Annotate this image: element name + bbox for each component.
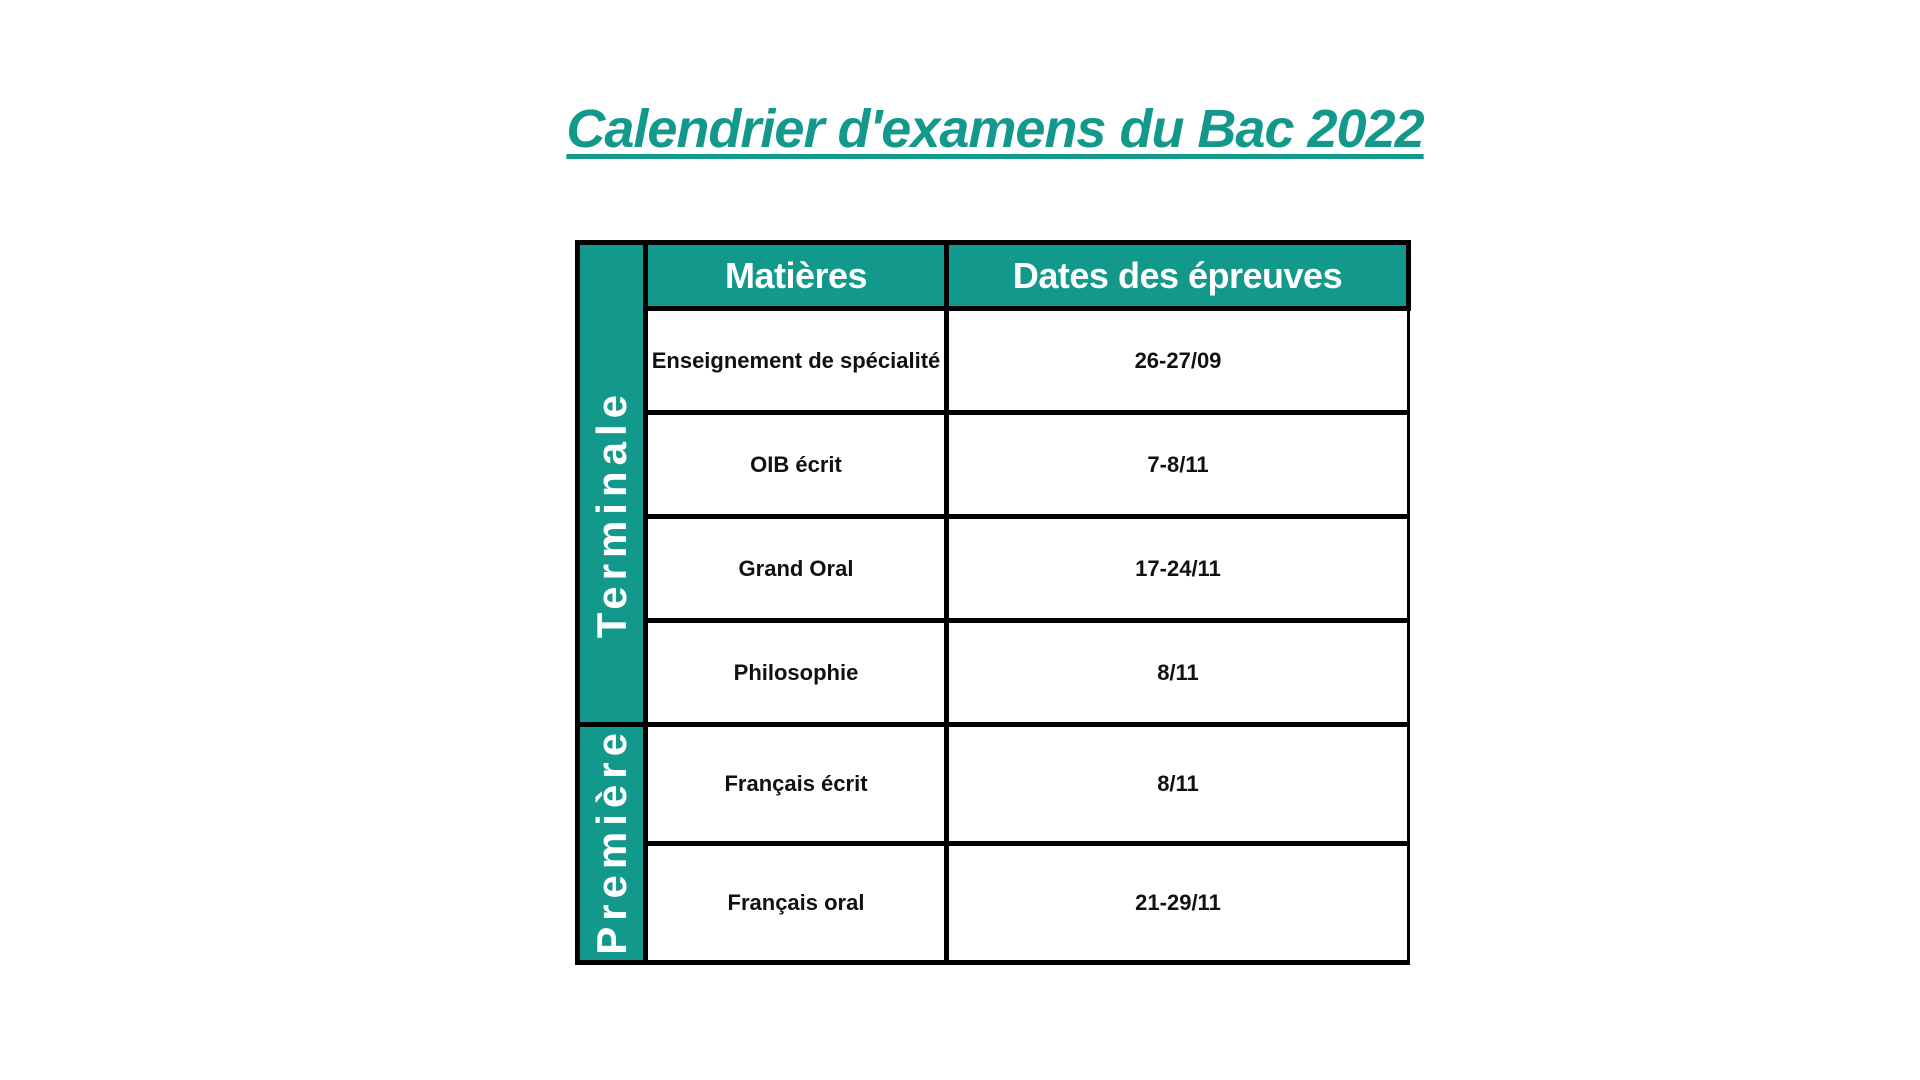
date-cell: 8/11: [944, 618, 1410, 727]
date-cell: 21-29/11: [944, 840, 1410, 965]
exam-calendar-table: Terminale Matières Dates des épreuves En…: [575, 240, 1411, 965]
column-header-dates: Dates des épreuves: [944, 240, 1411, 311]
date-cell: 26-27/09: [944, 306, 1410, 415]
table-row-oib-ecrit: OIB écrit 7-8/11: [578, 410, 1410, 519]
matiere-cell: Enseignement de spécialité: [643, 306, 949, 415]
matiere-cell: Philosophie: [643, 618, 949, 727]
group-label-premiere: Première: [587, 727, 635, 955]
matiere-cell: OIB écrit: [643, 410, 949, 519]
date-cell: 17-24/11: [944, 514, 1410, 623]
row-group-terminale: Terminale: [575, 240, 648, 727]
table-row-enseignement-specialite: Enseignement de spécialité 26-27/09: [578, 306, 1410, 415]
group-label-terminale: Terminale: [587, 389, 635, 639]
date-cell: 7-8/11: [944, 410, 1410, 519]
row-group-premiere: Première: [575, 722, 648, 965]
matiere-cell: Français oral: [643, 840, 949, 965]
matiere-cell: Français écrit: [643, 722, 949, 846]
table-header-row: Terminale Matières Dates des épreuves: [575, 240, 1411, 727]
date-cell: 8/11: [944, 722, 1410, 846]
column-header-matieres: Matières: [643, 240, 949, 311]
table-row-philosophie: Philosophie 8/11: [578, 618, 1410, 727]
page-title: Calendrier d'examens du Bac 2022: [566, 99, 1424, 159]
table-row-grand-oral: Grand Oral 17-24/11: [578, 514, 1410, 623]
table-row-francais-ecrit: Première Français écrit 8/11: [575, 722, 1410, 965]
matiere-cell: Grand Oral: [643, 514, 949, 623]
table-row-francais-oral: Français oral 21-29/11: [578, 840, 1410, 965]
